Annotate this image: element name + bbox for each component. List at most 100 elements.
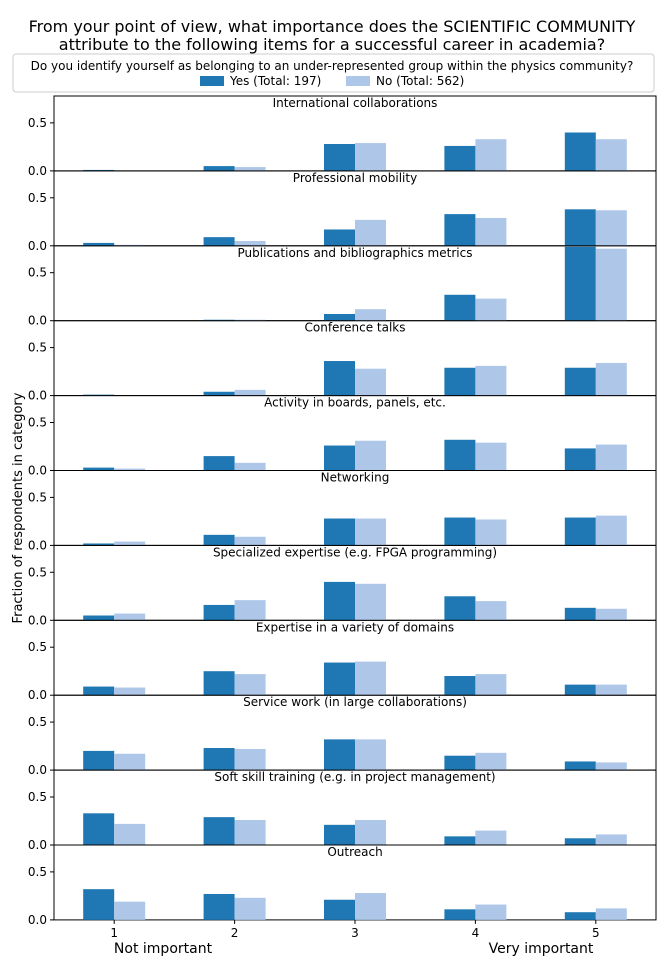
bar-no-2 [234, 674, 266, 696]
x-tick-label: 5 [592, 926, 600, 940]
bar-yes-3 [324, 229, 355, 246]
bar-yes-4 [444, 596, 476, 621]
bar-yes-1 [83, 686, 115, 696]
bar-yes-2 [203, 748, 235, 771]
y-tick-label: 0.0 [28, 164, 47, 178]
y-tick-label: 0.0 [28, 838, 47, 852]
bar-yes-3 [324, 739, 355, 771]
bar-no-3 [355, 219, 386, 246]
bar-no-5 [595, 210, 627, 246]
bar-no-3 [355, 368, 386, 396]
y-tick-label: 0.0 [28, 538, 47, 552]
bar-no-4 [475, 365, 507, 396]
panel-9: 0.0 0.5 Service work (in large collaborati… [28, 694, 657, 777]
panel-title: Specialized expertise (e.g. FPGA program… [213, 545, 497, 559]
bar-yes-4 [444, 439, 476, 471]
panel-title: Activity in boards, panels, etc. [264, 396, 446, 410]
bar-no-5 [595, 684, 627, 696]
legend-label-no: No (Total: 562) [376, 74, 464, 88]
chart-title-line1: From your point of view, what importance… [29, 17, 636, 36]
panel-4: 0.0 0.5 Conference talks [28, 320, 657, 403]
bar-yes-4 [444, 145, 476, 171]
bar-yes-2 [203, 671, 235, 696]
bar-yes-5 [564, 132, 596, 171]
panel-title: Soft skill training (e.g. in project man… [214, 770, 495, 784]
legend-swatch-yes [200, 76, 224, 86]
y-tick-label: 0.0 [28, 389, 47, 403]
bar-yes-5 [564, 448, 596, 471]
bar-yes-3 [324, 662, 355, 696]
bar-no-1 [114, 753, 146, 771]
legend-swatch-no [346, 76, 370, 86]
bar-no-4 [475, 830, 507, 845]
bar-yes-2 [203, 893, 235, 920]
bar-no-4 [475, 139, 507, 171]
bar-yes-1 [83, 242, 115, 246]
panel-title: Professional mobility [293, 171, 417, 185]
y-tick-label: 0.0 [28, 913, 47, 927]
bar-no-2 [234, 240, 266, 246]
bar-no-1 [114, 823, 146, 845]
y-tick-label: 0.5 [28, 640, 47, 654]
bar-no-2 [234, 820, 266, 845]
bar-no-3 [355, 661, 386, 696]
bar-no-4 [475, 217, 507, 246]
legend-label-yes: Yes (Total: 197) [229, 74, 321, 88]
bar-yes-3 [324, 144, 355, 171]
bar-no-1 [114, 687, 146, 696]
legend: Do you identify yourself as belonging to… [12, 53, 655, 93]
y-tick-label: 0.5 [28, 865, 47, 879]
bar-no-1 [114, 613, 146, 621]
bar-no-4 [475, 519, 507, 546]
y-tick-label: 0.5 [28, 790, 47, 804]
bar-yes-4 [444, 675, 476, 696]
bar-no-2 [234, 600, 266, 621]
bar-no-5 [595, 515, 627, 546]
bar-no-2 [234, 389, 266, 396]
bar-no-3 [355, 143, 386, 171]
bar-no-2 [234, 462, 266, 471]
bar-no-5 [595, 362, 627, 396]
panel-title: International collaborations [273, 96, 438, 110]
x-extreme-right-label: Very important [489, 941, 594, 957]
bar-yes-1 [83, 467, 115, 471]
panel-title: Networking [321, 471, 390, 485]
bar-no-1 [114, 541, 146, 546]
y-tick-label: 0.0 [28, 763, 47, 777]
panel-2: 0.0 0.5 Professional mobility [28, 170, 657, 253]
bar-no-5 [595, 248, 627, 321]
panel-title: Conference talks [305, 321, 406, 335]
y-tick-label: 0.5 [28, 266, 47, 280]
y-tick-label: 0.0 [28, 239, 47, 253]
bar-yes-3 [324, 313, 355, 321]
bar-no-4 [475, 904, 507, 920]
bar-no-5 [595, 834, 627, 845]
y-tick-label: 0.5 [28, 191, 47, 205]
y-tick-label: 0.5 [28, 116, 47, 130]
bar-no-2 [234, 897, 266, 920]
bar-yes-1 [83, 543, 115, 546]
x-tick-label: 3 [351, 926, 359, 940]
x-tick-label: 1 [110, 926, 118, 940]
panel-1: 0.0 0.5 International collaborations [28, 95, 657, 178]
bar-yes-3 [324, 581, 355, 621]
panel-title: Publications and bibliographics metrics [238, 246, 473, 260]
bar-yes-3 [324, 824, 355, 845]
bar-yes-5 [564, 367, 596, 396]
bar-yes-4 [444, 836, 476, 845]
y-tick-label: 0.5 [28, 341, 47, 355]
bar-yes-4 [444, 517, 476, 546]
panel-10: 0.0 0.5 Soft skill training (e.g. in proje… [28, 769, 657, 852]
panel-7: 0.0 0.5 Specialized expertise (e.g. FPGA p… [28, 544, 657, 627]
panel-title: Outreach [327, 845, 382, 859]
bar-yes-4 [444, 214, 476, 246]
bar-yes-5 [564, 607, 596, 621]
bar-yes-1 [83, 813, 115, 845]
bar-yes-5 [564, 517, 596, 546]
bar-yes-5 [564, 209, 596, 246]
bar-yes-1 [83, 889, 115, 920]
bar-yes-5 [564, 838, 596, 845]
bar-yes-2 [203, 604, 235, 621]
bar-no-3 [355, 518, 386, 546]
